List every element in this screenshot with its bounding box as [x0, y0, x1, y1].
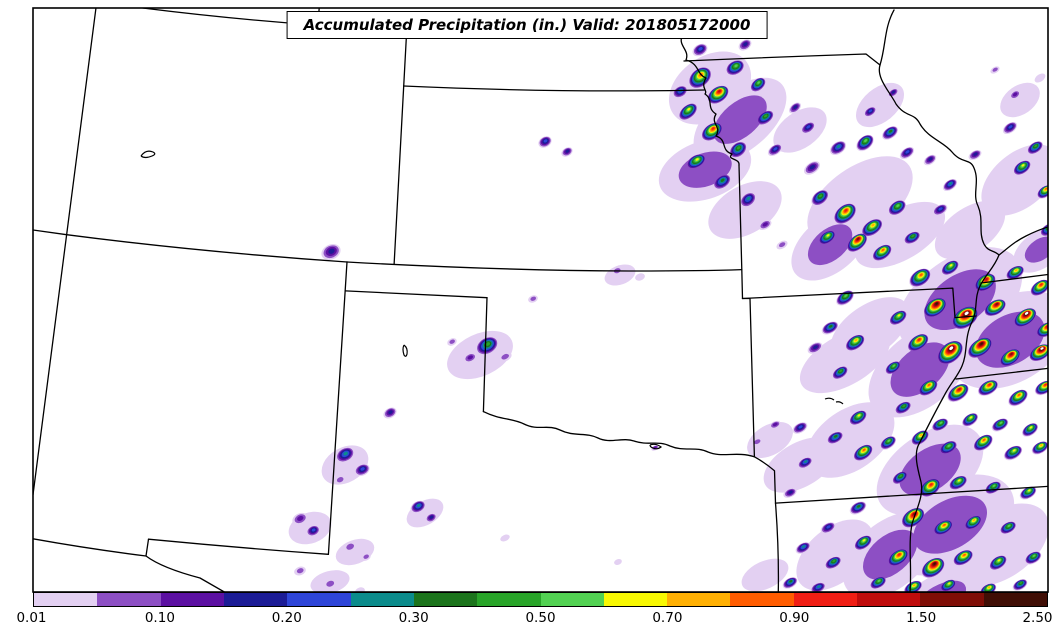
colorbar-segment	[920, 593, 984, 606]
colorbar-label: 0.01	[16, 610, 47, 626]
rio-grande	[145, 538, 225, 592]
missouri-river	[676, 11, 740, 166]
colorbar-labels: 0.01 0.10 0.20 0.30 0.50 0.70 0.90 1.50 2.50	[0, 610, 1054, 628]
ohio-river	[998, 226, 1048, 256]
border-103W	[327, 261, 348, 555]
colorbar-label: 0.30	[398, 610, 429, 626]
colorbar-segment	[540, 593, 604, 606]
colorbar-segment	[603, 593, 668, 606]
colorbar-segment	[667, 593, 731, 606]
border-MO-AR	[741, 287, 977, 319]
lake	[649, 443, 662, 450]
lake	[140, 150, 156, 159]
colorbar-label: 0.70	[652, 610, 683, 626]
lake	[824, 397, 844, 405]
colorbar-segment	[287, 593, 351, 606]
colorbar-segment	[413, 593, 478, 606]
border-109W	[33, 8, 97, 496]
colorbar-segment	[34, 593, 98, 606]
border-102W	[393, 29, 408, 266]
red-river-AR	[753, 456, 777, 504]
border-32N	[147, 538, 330, 555]
border-OK-AR	[741, 297, 756, 458]
lakes	[140, 150, 844, 450]
colorbar-label: 2.50	[1022, 610, 1053, 626]
colorbar-segment	[477, 593, 541, 606]
border-TN-MS	[955, 367, 1048, 380]
colorbar-label: 1.50	[906, 610, 937, 626]
colorbar-segment	[793, 593, 858, 606]
border-KS-MO-94_6W	[738, 164, 744, 300]
lake	[402, 344, 408, 357]
colorbar-label: 0.20	[271, 610, 302, 626]
border-panhandle-S	[344, 290, 488, 299]
colorbar	[33, 592, 1048, 607]
border-40N	[402, 85, 705, 92]
border-OK-TX-100W	[482, 297, 488, 413]
border-IA-MO	[683, 53, 881, 66]
colorbar-segment	[160, 593, 224, 606]
border-AR-LA-33N	[774, 485, 1048, 504]
map-title: Accumulated Precipitation (in.) Valid: 2…	[286, 11, 768, 39]
colorbar-segment	[857, 593, 921, 606]
sabine-river	[774, 502, 780, 592]
colorbar-label: 0.10	[144, 610, 175, 626]
colorbar-segment	[97, 593, 161, 606]
colorbar-segment	[983, 593, 1047, 606]
border-KY-TN	[980, 273, 1048, 284]
red-river	[482, 410, 756, 458]
colorbar-label: 0.90	[779, 610, 810, 626]
precipitation-field	[288, 39, 1048, 592]
border-37N	[33, 229, 743, 272]
colorbar-label: 0.50	[525, 610, 556, 626]
colorbar-segment	[350, 593, 414, 606]
state-borders	[33, 8, 1048, 592]
colorbar-segment	[730, 593, 794, 606]
border-NM-MX	[33, 538, 147, 557]
colorbar-segment	[223, 593, 288, 606]
